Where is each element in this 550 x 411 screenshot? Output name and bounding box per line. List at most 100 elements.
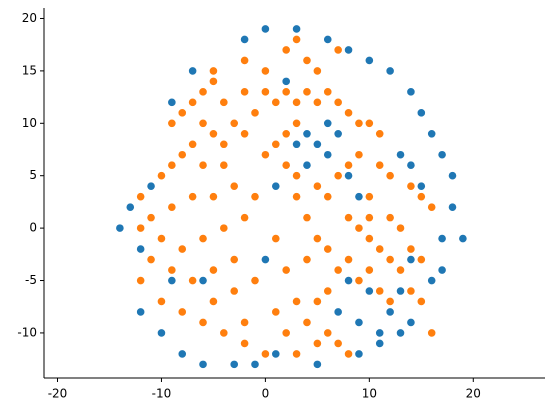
point (208, 192, 219, 202)
point (156, 328, 167, 338)
point (260, 349, 270, 359)
point (281, 45, 291, 55)
point (364, 55, 374, 66)
point (188, 192, 198, 202)
point (240, 129, 250, 139)
point (354, 192, 364, 202)
point (364, 213, 374, 223)
point (375, 160, 385, 170)
point (136, 192, 146, 202)
x-tick-label: 20 (466, 387, 481, 401)
point (406, 244, 416, 254)
x-tick-label: -20 (48, 387, 68, 401)
point (302, 254, 312, 265)
point (364, 286, 374, 296)
point (271, 97, 281, 107)
point (260, 150, 270, 160)
point (437, 265, 447, 275)
point (375, 328, 385, 338)
point (302, 317, 312, 328)
y-tick-label: 5 (29, 168, 37, 182)
point (333, 338, 343, 349)
point (364, 118, 374, 128)
y-tick-label: 20 (22, 11, 37, 25)
point (312, 66, 322, 76)
point (250, 108, 260, 118)
point (281, 160, 291, 170)
point (291, 192, 302, 202)
point (406, 87, 416, 97)
point (343, 108, 354, 118)
point (291, 24, 302, 34)
point (167, 97, 177, 107)
point (291, 349, 302, 359)
point (291, 139, 302, 149)
point (271, 233, 281, 244)
point (323, 150, 333, 160)
point (427, 129, 437, 139)
point (354, 317, 364, 328)
point (437, 233, 447, 244)
point (375, 244, 385, 254)
point (229, 359, 239, 369)
point (125, 202, 135, 212)
point (250, 192, 260, 202)
point (250, 275, 260, 286)
point (167, 118, 177, 128)
point (136, 244, 146, 254)
point (198, 275, 208, 286)
point (333, 45, 343, 55)
point (375, 129, 385, 139)
y-tick-label: 15 (22, 63, 37, 77)
point (167, 202, 177, 212)
y-tick-label: -5 (25, 273, 37, 287)
point (385, 296, 395, 307)
point (198, 87, 208, 97)
point (188, 139, 198, 149)
point (375, 338, 385, 349)
point (385, 254, 395, 265)
y-tick-label: 0 (29, 221, 37, 235)
point (271, 349, 281, 359)
point (229, 286, 239, 296)
point (323, 328, 333, 338)
point (198, 160, 208, 170)
point (136, 307, 146, 317)
point (354, 118, 364, 128)
point (302, 129, 312, 139)
point (406, 286, 416, 296)
point (312, 296, 322, 307)
point (291, 118, 302, 128)
point (281, 87, 291, 97)
x-tick-label: 0 (262, 387, 270, 401)
point (416, 108, 426, 118)
point (281, 265, 291, 275)
point (177, 307, 187, 317)
point (385, 171, 395, 181)
point (343, 171, 354, 181)
point (458, 233, 468, 244)
point (136, 223, 146, 233)
point (333, 129, 343, 139)
point (240, 317, 250, 328)
point (333, 97, 343, 107)
point (208, 129, 219, 139)
point (427, 202, 437, 212)
point (208, 66, 219, 76)
point (364, 233, 374, 244)
point (312, 233, 322, 244)
point (385, 307, 395, 317)
point (156, 296, 167, 307)
point (312, 97, 322, 107)
point (281, 129, 291, 139)
point (447, 202, 458, 212)
point (198, 233, 208, 244)
x-tick-label: 10 (362, 387, 377, 401)
point (188, 66, 198, 76)
point (240, 87, 250, 97)
point (177, 108, 187, 118)
point (188, 97, 198, 107)
point (240, 55, 250, 66)
point (229, 118, 239, 128)
point (219, 160, 229, 170)
